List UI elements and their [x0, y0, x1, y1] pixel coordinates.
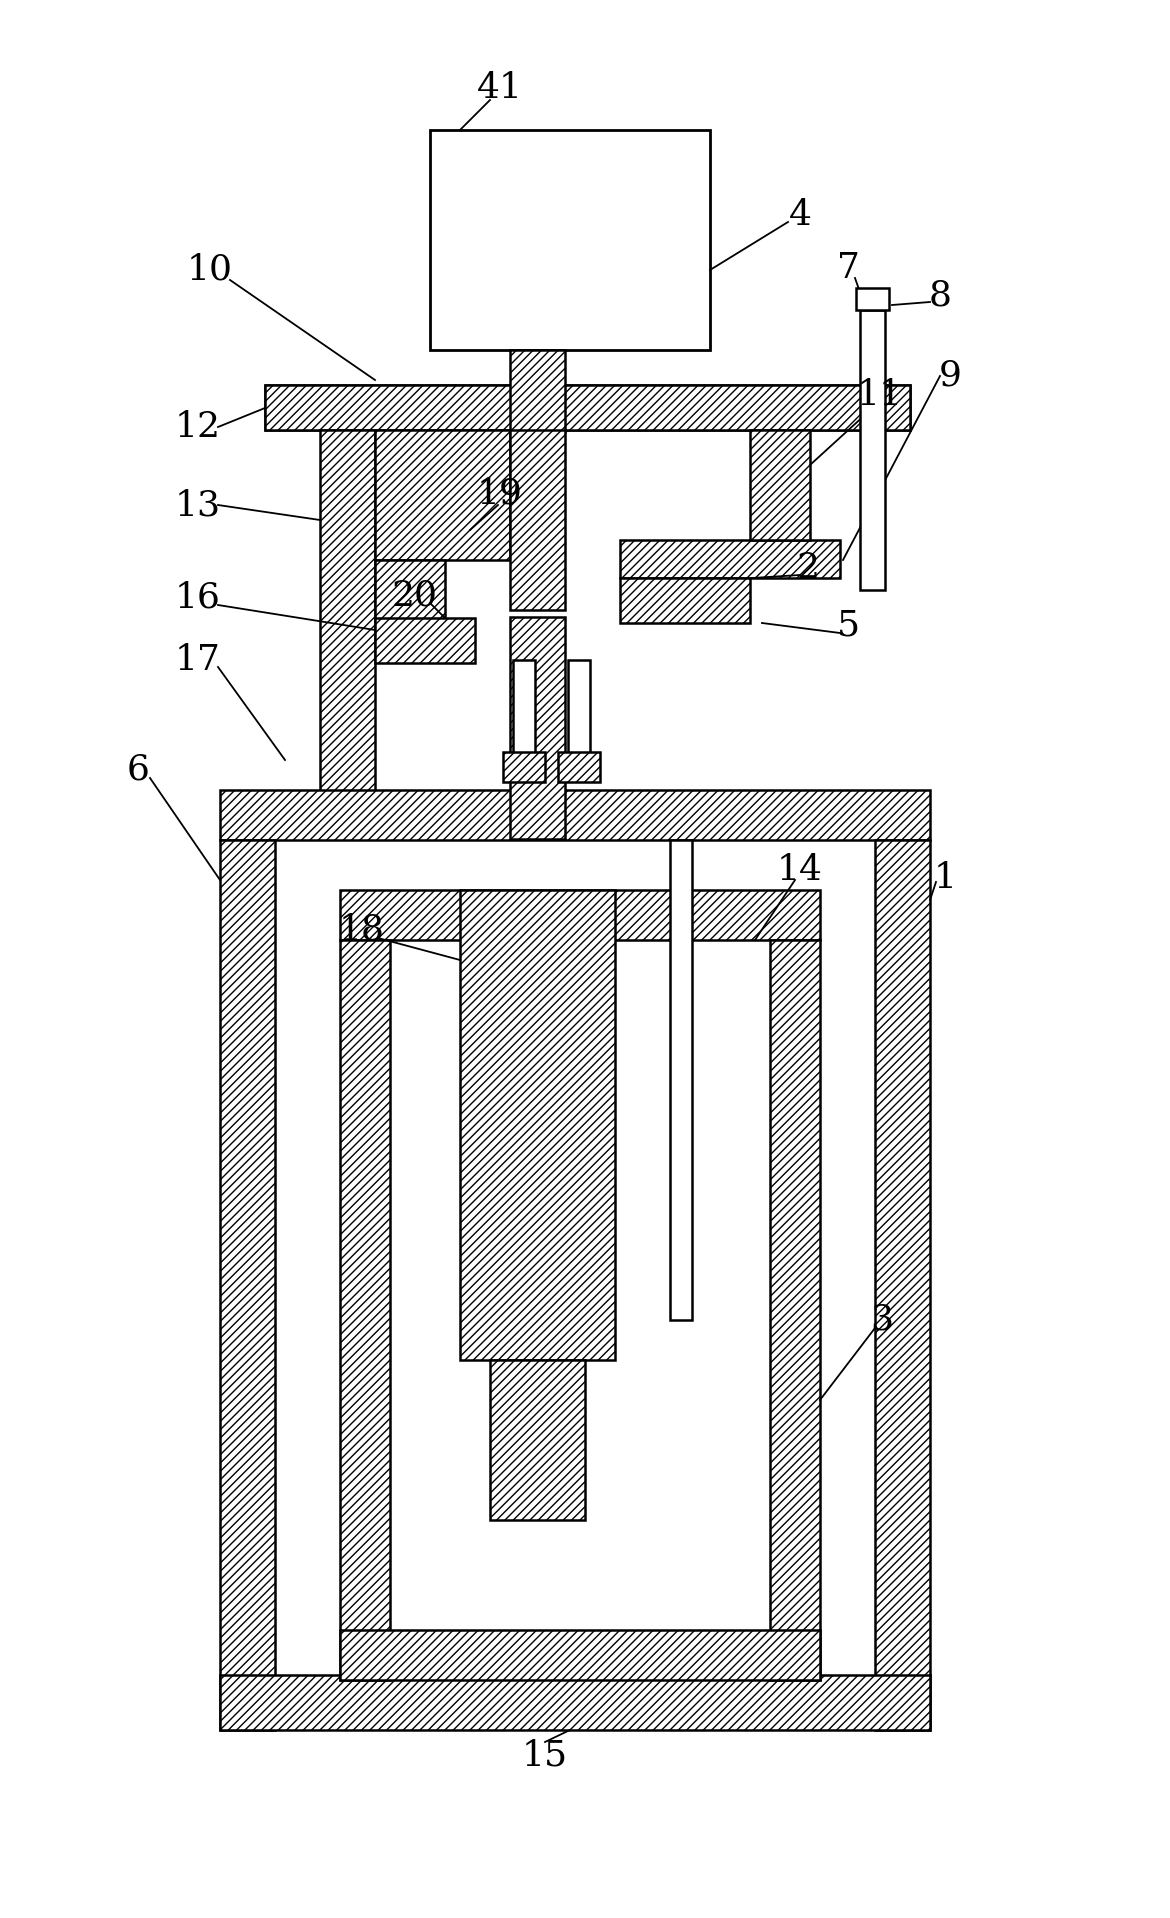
- Bar: [567, 660, 590, 756]
- Bar: [376, 430, 510, 560]
- Bar: [220, 840, 275, 1730]
- Bar: [860, 311, 885, 591]
- Bar: [431, 130, 710, 349]
- Text: 1: 1: [934, 861, 957, 896]
- Text: 2: 2: [797, 550, 819, 585]
- Text: 11: 11: [856, 378, 903, 412]
- Text: 8: 8: [929, 278, 951, 313]
- Bar: [670, 840, 691, 1320]
- Text: 20: 20: [392, 579, 438, 614]
- Text: 12: 12: [176, 410, 221, 443]
- Text: 6: 6: [126, 754, 150, 786]
- Bar: [512, 660, 535, 756]
- Bar: [460, 890, 615, 1360]
- Text: 17: 17: [176, 643, 221, 677]
- Bar: [220, 1674, 930, 1730]
- Bar: [620, 541, 840, 577]
- Text: 15: 15: [522, 1738, 569, 1772]
- Bar: [340, 1630, 820, 1680]
- Bar: [220, 790, 930, 840]
- Bar: [510, 618, 565, 838]
- Bar: [750, 430, 810, 541]
- Bar: [535, 386, 910, 430]
- Text: 41: 41: [477, 71, 523, 105]
- Text: 13: 13: [176, 487, 221, 522]
- Text: 10: 10: [187, 253, 233, 288]
- Bar: [376, 560, 445, 620]
- Bar: [376, 618, 475, 664]
- Text: 16: 16: [176, 581, 221, 616]
- Bar: [510, 430, 565, 610]
- Bar: [503, 752, 545, 783]
- Bar: [875, 840, 930, 1730]
- Text: 7: 7: [837, 251, 860, 286]
- Bar: [321, 430, 376, 825]
- Bar: [340, 940, 390, 1680]
- Text: 9: 9: [938, 359, 962, 393]
- Text: 19: 19: [477, 476, 523, 510]
- Text: 14: 14: [777, 854, 823, 886]
- Bar: [558, 752, 600, 783]
- Bar: [264, 386, 455, 430]
- Bar: [490, 1360, 585, 1519]
- Text: 5: 5: [837, 608, 860, 643]
- Text: 18: 18: [339, 913, 385, 947]
- Text: 4: 4: [789, 198, 812, 232]
- Text: 3: 3: [870, 1302, 894, 1337]
- Bar: [455, 386, 535, 430]
- Bar: [856, 288, 889, 311]
- Bar: [770, 940, 820, 1680]
- Bar: [264, 386, 910, 430]
- Bar: [510, 349, 565, 432]
- Bar: [340, 890, 820, 940]
- Bar: [620, 577, 750, 623]
